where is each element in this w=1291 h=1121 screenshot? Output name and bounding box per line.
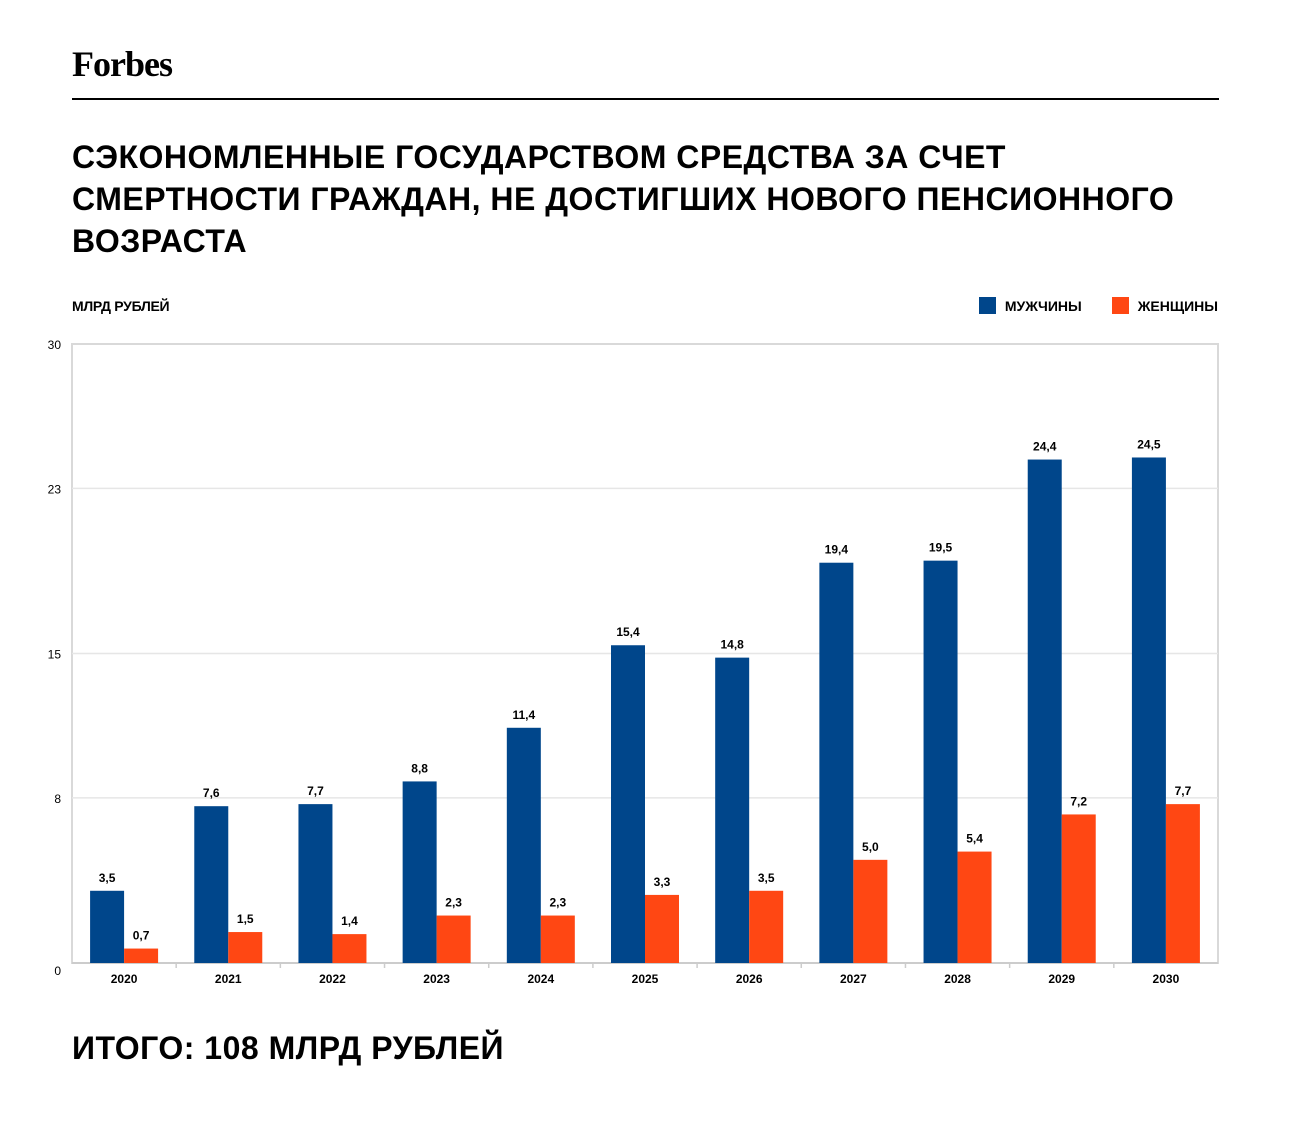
legend-item-men: МУЖЧИНЫ — [978, 297, 1082, 314]
chart-legend: МУЖЧИНЫ ЖЕНЩИНЫ — [949, 297, 1218, 314]
data-label-men: 11,4 — [512, 708, 535, 722]
total-summary: ИТОГО: 108 МЛРД РУБЛЕЙ — [72, 1030, 505, 1066]
bar-men — [194, 806, 229, 963]
bar-women — [853, 859, 888, 963]
data-label-women: 1,4 — [341, 914, 358, 928]
data-label-men: 3,5 — [99, 871, 116, 885]
y-tick-label: 8 — [54, 792, 61, 806]
data-label-women: 7,2 — [1070, 794, 1087, 808]
bar-women — [540, 915, 575, 963]
data-label-women: 3,3 — [654, 875, 671, 889]
x-tick-label: 2021 — [215, 972, 242, 986]
x-tick-label: 2026 — [736, 972, 763, 986]
forbes-logo: Forbes — [72, 44, 173, 84]
y-tick-label: 0 — [54, 964, 61, 978]
bar-men — [506, 727, 541, 963]
y-axis-unit-label: МЛРД РУБЛЕЙ — [72, 298, 170, 314]
data-label-men: 24,4 — [1033, 440, 1057, 454]
legend-swatch-men — [978, 297, 996, 314]
bar-men — [611, 645, 645, 963]
data-label-men: 19,5 — [929, 541, 953, 555]
legend-label-women: ЖЕНЩИНЫ — [1137, 297, 1218, 314]
data-label-women: 5,4 — [966, 832, 983, 846]
data-label-men: 8,8 — [411, 761, 428, 775]
x-tick-label: 2025 — [632, 972, 659, 986]
bar-women — [124, 948, 159, 963]
data-label-men: 24,5 — [1137, 437, 1161, 451]
x-tick-label: 2020 — [111, 972, 138, 986]
bar-men — [90, 890, 125, 963]
y-tick-label: 23 — [48, 482, 62, 496]
bar-women — [1061, 814, 1096, 963]
data-label-men: 14,8 — [721, 638, 745, 652]
bar-women — [436, 915, 471, 963]
legend-swatch-women — [1111, 297, 1129, 314]
data-label-women: 1,5 — [237, 912, 254, 926]
bar-women — [957, 851, 992, 963]
bar-women — [749, 890, 784, 963]
x-tick-label: 2022 — [319, 972, 346, 986]
bar-men — [1131, 457, 1166, 963]
x-tick-label: 2023 — [423, 972, 450, 986]
x-tick-label: 2028 — [944, 972, 971, 986]
bar-women — [228, 932, 263, 963]
bar-men — [1027, 459, 1062, 963]
x-tick-label: 2027 — [840, 972, 867, 986]
bar-men — [923, 560, 958, 963]
bar-women — [332, 934, 367, 963]
data-label-women: 2,3 — [445, 896, 462, 910]
bar-men — [298, 804, 333, 963]
data-label-men: 7,7 — [307, 784, 324, 798]
data-label-women: 3,5 — [758, 871, 775, 885]
data-label-women: 7,7 — [1175, 784, 1192, 798]
chart-title: СЭКОНОМЛЕННЫЕ ГОСУДАРСТВОМ СРЕДСТВА ЗА С… — [72, 139, 1175, 259]
legend-label-men: МУЖЧИНЫ — [1004, 297, 1082, 314]
data-label-women: 0,7 — [133, 929, 150, 943]
y-tick-label: 30 — [48, 338, 62, 352]
data-label-women: 5,0 — [862, 840, 879, 854]
bar-women — [645, 894, 679, 963]
legend-item-women: ЖЕНЩИНЫ — [1111, 297, 1218, 314]
data-label-women: 2,3 — [549, 896, 566, 910]
bar-men — [715, 657, 750, 963]
x-tick-label: 2024 — [527, 972, 554, 986]
data-label-men: 15,4 — [616, 625, 640, 639]
bar-men — [402, 781, 437, 963]
bar-women — [1165, 804, 1200, 963]
bar-men — [819, 562, 854, 963]
header-divider — [72, 98, 1219, 100]
data-label-men: 19,4 — [825, 543, 849, 557]
y-tick-label: 15 — [48, 648, 62, 662]
data-label-men: 7,6 — [203, 786, 220, 800]
x-tick-label: 2030 — [1153, 972, 1180, 986]
x-tick-label: 2029 — [1048, 972, 1075, 986]
